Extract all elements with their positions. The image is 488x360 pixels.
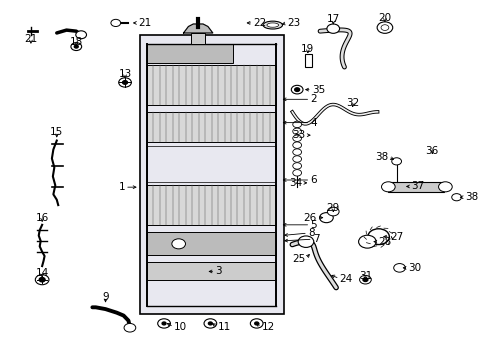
Text: 37: 37: [410, 181, 424, 192]
Text: 6: 6: [310, 175, 316, 185]
Circle shape: [74, 45, 78, 48]
Text: 35: 35: [311, 85, 325, 95]
Text: 22: 22: [253, 18, 266, 28]
Circle shape: [124, 323, 136, 332]
Circle shape: [250, 319, 263, 328]
Polygon shape: [183, 24, 212, 33]
Text: 32: 32: [346, 98, 359, 108]
Text: 13: 13: [118, 69, 131, 79]
Circle shape: [254, 322, 258, 325]
Text: 30: 30: [407, 263, 420, 273]
Circle shape: [391, 158, 401, 165]
Circle shape: [292, 142, 301, 148]
Circle shape: [292, 156, 301, 162]
Circle shape: [292, 135, 301, 141]
Circle shape: [122, 81, 127, 84]
Text: 11: 11: [217, 322, 230, 332]
Circle shape: [208, 322, 212, 325]
Text: 26: 26: [303, 213, 316, 222]
Circle shape: [71, 42, 81, 50]
Ellipse shape: [263, 21, 282, 29]
Circle shape: [292, 163, 301, 169]
Text: 31: 31: [358, 271, 371, 281]
Circle shape: [438, 182, 451, 192]
Circle shape: [326, 24, 339, 33]
Circle shape: [393, 264, 405, 272]
Text: 27: 27: [389, 232, 402, 242]
Text: 34: 34: [288, 178, 302, 188]
Text: 16: 16: [36, 213, 49, 222]
Circle shape: [292, 170, 301, 176]
Text: 2: 2: [310, 94, 316, 104]
Text: 12: 12: [261, 322, 274, 332]
Text: 14: 14: [36, 268, 49, 278]
Circle shape: [451, 194, 461, 201]
Circle shape: [76, 31, 86, 39]
Bar: [387, 182, 444, 192]
Circle shape: [358, 235, 375, 248]
Bar: [140, 35, 283, 315]
Bar: [190, 33, 205, 44]
Circle shape: [203, 319, 216, 328]
Text: 20: 20: [378, 13, 391, 23]
Text: 10: 10: [173, 322, 186, 332]
Bar: [147, 185, 276, 225]
Bar: [305, 54, 311, 67]
Text: 23: 23: [287, 18, 300, 28]
Circle shape: [292, 121, 301, 128]
Bar: [147, 112, 276, 142]
Bar: [147, 262, 276, 280]
Text: 18: 18: [69, 37, 83, 47]
Text: 38: 38: [374, 152, 387, 162]
Circle shape: [359, 275, 370, 284]
Circle shape: [362, 278, 367, 282]
Circle shape: [376, 22, 392, 33]
Circle shape: [367, 229, 388, 244]
Bar: [147, 146, 276, 182]
Circle shape: [171, 239, 185, 249]
Text: 33: 33: [292, 130, 305, 140]
Circle shape: [294, 88, 299, 91]
Text: 29: 29: [326, 203, 339, 213]
Text: 25: 25: [292, 254, 305, 264]
Circle shape: [292, 128, 301, 135]
Circle shape: [380, 25, 388, 31]
Circle shape: [35, 275, 49, 285]
Circle shape: [292, 149, 301, 155]
Circle shape: [158, 319, 170, 328]
Text: 9: 9: [102, 292, 109, 302]
Ellipse shape: [266, 23, 278, 27]
Text: 4: 4: [310, 118, 316, 128]
Text: 17: 17: [326, 14, 339, 24]
Text: 15: 15: [50, 127, 63, 136]
Circle shape: [291, 85, 303, 94]
Text: 28: 28: [378, 237, 391, 247]
Bar: [147, 232, 276, 255]
Circle shape: [111, 19, 121, 27]
Text: 24: 24: [339, 274, 352, 284]
Text: 19: 19: [301, 44, 314, 54]
Circle shape: [39, 278, 45, 282]
Text: 3: 3: [215, 266, 222, 276]
Text: 7: 7: [312, 234, 319, 244]
Text: 38: 38: [464, 192, 477, 202]
Text: 21: 21: [138, 18, 151, 28]
Circle shape: [327, 207, 338, 216]
Bar: [147, 65, 276, 105]
Circle shape: [298, 236, 313, 247]
Text: 1: 1: [118, 182, 125, 192]
Text: 21: 21: [24, 35, 38, 44]
Circle shape: [162, 322, 165, 325]
Circle shape: [319, 213, 332, 223]
Bar: [147, 44, 233, 63]
Text: 5: 5: [310, 220, 316, 230]
Circle shape: [119, 78, 131, 87]
Text: 8: 8: [307, 228, 314, 238]
Text: 36: 36: [425, 145, 438, 156]
Circle shape: [381, 182, 394, 192]
